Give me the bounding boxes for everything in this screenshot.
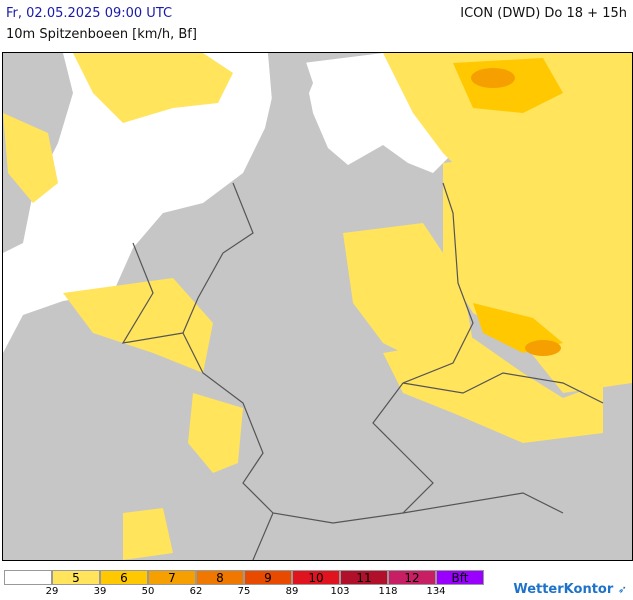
legend-tick: 89	[285, 586, 299, 597]
wind-icon: ➶	[617, 583, 627, 596]
legend-tick: 103	[330, 586, 350, 597]
legend-tick: 62	[189, 586, 203, 597]
country-borders	[121, 182, 604, 560]
legend-cell: 10	[292, 570, 340, 585]
legend-tick: 75	[237, 586, 251, 597]
gust-area-england	[3, 113, 58, 203]
gust-map	[2, 52, 633, 561]
legend-cell: Bft	[436, 570, 484, 585]
color-legend: 5 6 7 8 9 10 11 12 Bft	[4, 570, 484, 585]
gust-area-bf7-baltic	[471, 68, 515, 88]
brand-name: WetterKontor	[513, 582, 614, 597]
legend-tick: 134	[426, 586, 446, 597]
gust-area-czechia	[383, 338, 603, 443]
legend-tick: 29	[45, 586, 59, 597]
map-header: Fr, 02.05.2025 09:00 UTC ICON (DWD) Do 1…	[0, 0, 633, 52]
gust-area-east-germany	[343, 223, 473, 363]
map-canvas	[3, 53, 632, 560]
legend-cell: 7	[148, 570, 196, 585]
legend-cell: 6	[100, 570, 148, 585]
gust-area-alsace	[188, 393, 243, 473]
gust-area-north-sea	[73, 53, 233, 123]
legend-cell	[4, 570, 52, 585]
legend-cell: 11	[340, 570, 388, 585]
legend-cell: 12	[388, 570, 436, 585]
legend-cell: 8	[196, 570, 244, 585]
legend-tick: 118	[378, 586, 398, 597]
gust-area-southwest	[123, 508, 173, 560]
denmark	[268, 53, 313, 123]
legend-cell: 5	[52, 570, 100, 585]
legend-cell: 9	[244, 570, 292, 585]
wetterkontor-logo[interactable]: WetterKontor ➶	[513, 582, 627, 597]
legend-tick: 50	[141, 586, 155, 597]
legend-tick: 39	[93, 586, 107, 597]
forecast-datetime: Fr, 02.05.2025 09:00 UTC	[6, 6, 173, 21]
parameter-title: 10m Spitzenboeen [km/h, Bf]	[6, 27, 197, 42]
gust-area-poland	[443, 143, 632, 393]
gust-area-bf7-silesia	[525, 340, 561, 356]
model-run: ICON (DWD) Do 18 + 15h	[460, 6, 627, 21]
gust-area-benelux	[63, 278, 213, 373]
north-sea	[3, 53, 273, 353]
